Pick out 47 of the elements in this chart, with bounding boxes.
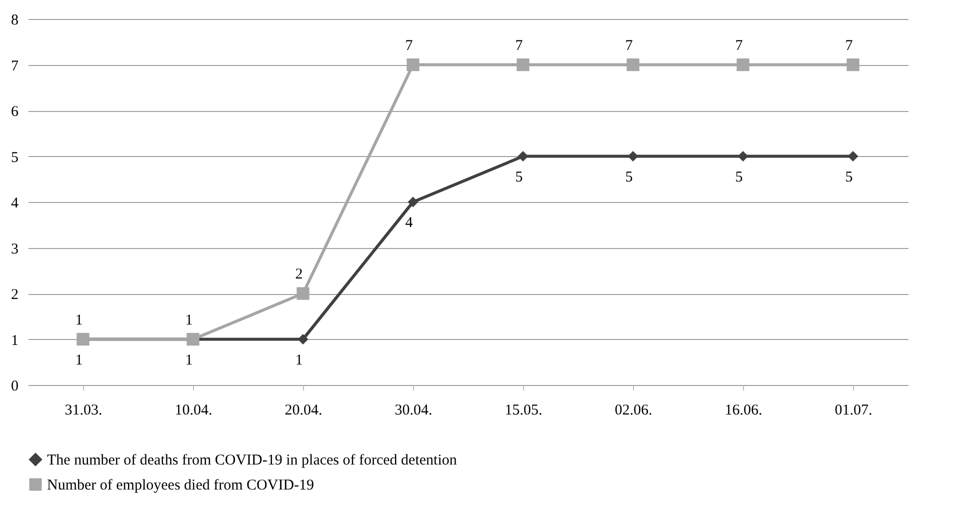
point (518, 151, 528, 162)
y-tick-label: 5 (11, 150, 18, 166)
legend-label: The number of deaths from COVID-19 in places of forced detention (47, 452, 458, 468)
y-tick-label: 6 (11, 104, 19, 120)
point (736, 58, 750, 72)
data-label: 7 (515, 38, 524, 54)
data-label: 7 (405, 38, 414, 54)
data-label: 7 (625, 38, 634, 54)
data-label: 5 (845, 169, 853, 186)
point (628, 151, 638, 162)
data-label: 1 (295, 352, 303, 368)
point (626, 58, 640, 72)
point (848, 151, 858, 162)
x-tick-label: 02.06. (614, 402, 652, 418)
y-tick-label: 4 (11, 196, 19, 212)
y-tick-label: 8 (11, 12, 18, 28)
x-tick-label: 01.07. (834, 402, 872, 418)
data-label: 1 (185, 352, 193, 368)
data-label: 2 (295, 266, 303, 282)
point (406, 58, 420, 72)
y-tick-label: 7 (11, 58, 19, 74)
x-tick-label: 10.04. (174, 402, 212, 418)
data-label: 1 (75, 352, 83, 368)
point (408, 196, 418, 208)
point (516, 58, 530, 72)
data-label: 4 (405, 215, 414, 231)
point (738, 151, 748, 162)
x-tick-label: 15.05. (504, 402, 542, 418)
data-label: 1 (185, 312, 193, 328)
point (846, 58, 860, 72)
point (298, 334, 308, 344)
x-tick-label: 16.06. (724, 402, 762, 418)
data-label: 5 (625, 169, 633, 186)
y-tick-label: 0 (11, 378, 18, 394)
x-tick-label: 31.03. (64, 402, 102, 418)
point (296, 287, 310, 300)
y-tick-label: 1 (11, 332, 18, 349)
data-label: 5 (515, 169, 523, 186)
data-label: 1 (75, 312, 83, 328)
y-tick-label: 3 (11, 241, 18, 258)
y-tick-label: 2 (11, 287, 18, 303)
legend-label: Number of employees died from COVID-19 (47, 478, 314, 494)
data-label: 5 (735, 169, 743, 186)
x-tick-label: 30.04. (394, 402, 432, 418)
data-label: 7 (845, 38, 854, 54)
data-label: 7 (735, 38, 744, 54)
x-tick-label: 20.04. (284, 402, 322, 418)
